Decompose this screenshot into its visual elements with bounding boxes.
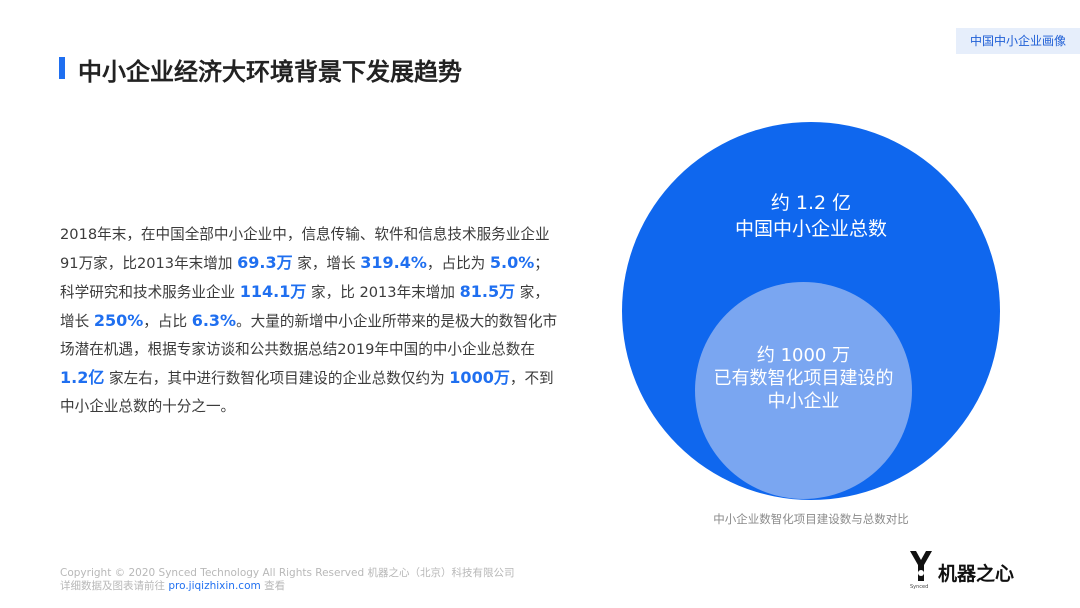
page-title: 中小企业经济大环境背景下发展趋势 bbox=[78, 58, 462, 86]
body-text-segment: ，占比 bbox=[143, 313, 192, 330]
highlight-number: 1000万 bbox=[449, 368, 510, 387]
total-sme-value: 约 1.2 亿 bbox=[770, 192, 852, 214]
diagram-caption: 中小企业数智化项目建设数与总数对比 bbox=[713, 512, 909, 526]
footer-link-line: 详细数据及图表请前往 pro.jiqizhixin.com 查看 bbox=[60, 580, 514, 593]
body-paragraph: 2018年末，在中国全部中小企业中，信息传输、软件和信息技术服务业企业91万家，… bbox=[60, 221, 560, 421]
highlight-number: 1.2亿 bbox=[60, 368, 105, 387]
highlight-number: 69.3万 bbox=[237, 253, 293, 272]
footer: Copyright © 2020 Synced Technology All R… bbox=[60, 567, 514, 593]
digital-sme-value: 约 1000 万 bbox=[756, 345, 851, 366]
title-accent-bar bbox=[59, 57, 65, 79]
highlight-number: 81.5万 bbox=[459, 282, 516, 301]
total-sme-desc: 中国中小企业总数 bbox=[734, 218, 887, 240]
highlight-number: 6.3% bbox=[191, 311, 237, 330]
body-text-segment: 家，比 2013年末增加 bbox=[306, 284, 460, 301]
footer-prefix: 详细数据及图表请前往 bbox=[60, 580, 169, 592]
body-text-segment: 2018年末，在中国全部中小企业中，信息传输、软件和信息技术服务业企业91万家，… bbox=[60, 226, 550, 272]
copyright-text: Copyright © 2020 Synced Technology All R… bbox=[60, 567, 515, 579]
highlight-number: 5.0% bbox=[489, 253, 535, 272]
body-text-segment: ；科学研究和技术服务业企业 bbox=[60, 255, 549, 301]
footer-suffix: 查看 bbox=[260, 580, 286, 592]
body-text-segment: ，不到中小企业总数的十分之一。 bbox=[60, 370, 554, 415]
brand-logo: Synced 机器之心 bbox=[908, 551, 1028, 595]
website-link[interactable]: pro.jiqizhixin.com bbox=[168, 580, 261, 592]
section-tag: 中国中小企业画像 bbox=[956, 28, 1080, 54]
highlight-number: 319.4% bbox=[360, 253, 427, 272]
highlight-number: 114.1万 bbox=[239, 282, 307, 301]
body-text-segment: 家左右，其中进行数智化项目建设的企业总数仅约为 bbox=[104, 370, 450, 387]
digital-sme-circle bbox=[695, 282, 912, 499]
nested-circle-diagram: 约 1.2 亿 中国中小企业总数 约 1000 万 已有数智化项目建设的 中小企… bbox=[622, 122, 1000, 500]
digital-sme-desc-1: 已有数智化项目建设的 bbox=[713, 368, 894, 389]
digital-sme-label: 约 1000 万 已有数智化项目建设的 中小企业 bbox=[692, 344, 915, 413]
logo-subtext: Synced bbox=[910, 584, 929, 590]
body-text-segment: ，占比为 bbox=[426, 255, 490, 272]
body-text-segment: 家，增长 bbox=[292, 255, 361, 272]
body-text-segment: 。大量的新增中小企业所带来的是极大的数智化市场潜在机遇，根据专家访谈和公共数据总… bbox=[60, 313, 558, 358]
digital-sme-desc-2: 中小企业 bbox=[767, 391, 840, 412]
body-text-segment: 家，增长 bbox=[60, 284, 549, 330]
total-sme-label: 约 1.2 亿 中国中小企业总数 bbox=[622, 190, 1000, 242]
synced-logo-icon bbox=[910, 551, 932, 581]
highlight-number: 250% bbox=[93, 311, 144, 330]
logo-text: 机器之心 bbox=[938, 563, 1015, 585]
